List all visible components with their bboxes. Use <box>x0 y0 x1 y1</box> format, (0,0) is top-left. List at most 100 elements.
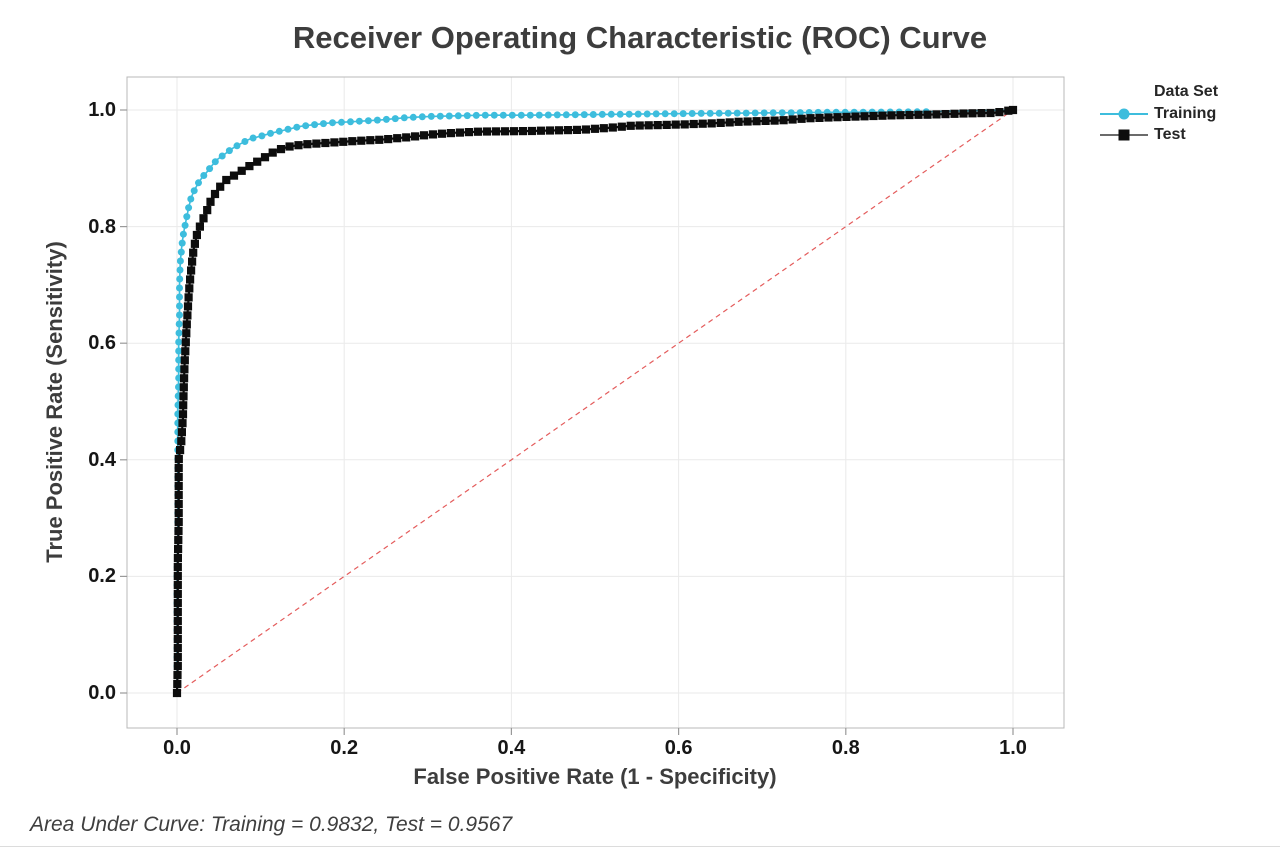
training-data-marker[interactable] <box>454 112 462 120</box>
test-data-marker[interactable] <box>779 116 788 125</box>
test-data-marker[interactable] <box>905 110 914 120</box>
training-data-marker[interactable] <box>178 239 186 247</box>
training-data-marker[interactable] <box>571 111 579 119</box>
training-data-marker[interactable] <box>589 111 597 118</box>
test-data-marker[interactable] <box>662 120 671 129</box>
test-data-marker[interactable] <box>178 410 188 419</box>
test-data-marker[interactable] <box>833 113 842 122</box>
test-data-marker[interactable] <box>348 137 357 146</box>
test-data-marker[interactable] <box>330 138 339 147</box>
training-data-marker[interactable] <box>670 110 678 118</box>
test-data-marker[interactable] <box>1008 105 1018 115</box>
test-data-marker[interactable] <box>210 189 220 199</box>
training-data-marker[interactable] <box>535 111 543 119</box>
test-data-marker[interactable] <box>179 401 188 410</box>
test-data-marker[interactable] <box>182 320 191 329</box>
test-data-marker[interactable] <box>173 634 182 644</box>
test-data-marker[interactable] <box>173 625 182 635</box>
test-data-marker[interactable] <box>189 248 198 257</box>
test-data-marker[interactable] <box>173 553 182 563</box>
test-data-marker[interactable] <box>680 120 689 129</box>
training-data-marker[interactable] <box>177 248 185 256</box>
test-data-marker[interactable] <box>977 109 986 118</box>
test-data-marker[interactable] <box>180 356 189 365</box>
training-data-marker[interactable] <box>706 109 714 117</box>
test-data-marker[interactable] <box>968 109 977 118</box>
test-data-marker[interactable] <box>842 112 851 121</box>
test-data-marker[interactable] <box>188 257 197 266</box>
test-data-marker[interactable] <box>185 284 194 293</box>
test-data-marker[interactable] <box>734 117 743 126</box>
training-data-marker[interactable] <box>436 112 444 120</box>
test-data-marker[interactable] <box>626 121 635 130</box>
test-data-marker[interactable] <box>186 275 195 284</box>
test-data-marker[interactable] <box>824 113 833 122</box>
training-data-marker[interactable] <box>409 113 417 121</box>
test-data-marker[interactable] <box>689 119 698 129</box>
test-data-marker[interactable] <box>491 127 500 136</box>
training-data-marker[interactable] <box>679 110 687 118</box>
test-data-marker[interactable] <box>419 131 429 140</box>
test-data-marker[interactable] <box>176 446 185 455</box>
training-data-marker[interactable] <box>580 111 588 119</box>
test-data-marker[interactable] <box>932 110 941 119</box>
test-data-marker[interactable] <box>527 126 536 136</box>
training-data-marker[interactable] <box>652 110 660 118</box>
test-data-marker[interactable] <box>411 132 420 141</box>
training-data-marker[interactable] <box>225 147 233 155</box>
training-data-marker[interactable] <box>233 142 241 150</box>
test-data-marker[interactable] <box>174 508 183 518</box>
training-data-marker[interactable] <box>195 179 202 187</box>
test-data-marker[interactable] <box>393 134 402 143</box>
test-data-marker[interactable] <box>222 175 231 185</box>
training-data-marker[interactable] <box>616 110 624 118</box>
training-data-marker[interactable] <box>697 109 705 117</box>
test-data-marker[interactable] <box>174 535 183 545</box>
test-data-marker[interactable] <box>245 162 254 171</box>
training-data-marker[interactable] <box>427 112 435 120</box>
test-data-marker[interactable] <box>182 329 191 338</box>
test-data-marker[interactable] <box>464 128 473 137</box>
training-data-marker[interactable] <box>175 320 183 328</box>
test-data-marker[interactable] <box>216 182 225 191</box>
series-test[interactable] <box>172 105 1018 698</box>
training-data-marker[interactable] <box>355 117 363 125</box>
training-data-marker[interactable] <box>796 109 804 117</box>
test-data-marker[interactable] <box>173 598 182 608</box>
training-data-marker[interactable] <box>302 122 310 130</box>
test-data-marker[interactable] <box>173 589 182 599</box>
test-data-marker[interactable] <box>173 580 182 590</box>
training-data-marker[interactable] <box>643 110 651 118</box>
training-data-marker[interactable] <box>183 213 191 221</box>
training-data-marker[interactable] <box>190 187 198 195</box>
test-data-marker[interactable] <box>229 171 239 180</box>
training-data-marker[interactable] <box>176 275 184 283</box>
test-data-marker[interactable] <box>173 679 182 689</box>
test-data-marker[interactable] <box>321 138 330 148</box>
training-data-marker[interactable] <box>391 115 399 123</box>
test-data-marker[interactable] <box>428 130 438 139</box>
training-data-marker[interactable] <box>179 230 187 238</box>
test-data-marker[interactable] <box>177 437 186 446</box>
test-data-marker[interactable] <box>950 109 959 118</box>
training-data-marker[interactable] <box>418 113 426 121</box>
test-data-marker[interactable] <box>173 643 182 653</box>
training-data-marker[interactable] <box>760 109 768 117</box>
training-data-marker[interactable] <box>284 125 292 133</box>
test-data-marker[interactable] <box>671 120 680 129</box>
test-data-marker[interactable] <box>402 133 411 142</box>
training-data-marker[interactable] <box>715 109 723 117</box>
test-data-marker[interactable] <box>195 222 204 231</box>
test-data-marker[interactable] <box>752 117 761 126</box>
test-data-marker[interactable] <box>545 126 554 135</box>
training-data-marker[interactable] <box>778 109 786 117</box>
test-data-marker[interactable] <box>181 347 190 356</box>
training-data-marker[interactable] <box>769 109 777 117</box>
test-data-marker[interactable] <box>172 688 182 698</box>
training-data-marker[interactable] <box>517 111 525 119</box>
training-data-marker[interactable] <box>481 111 489 119</box>
training-data-marker[interactable] <box>724 109 732 117</box>
training-data-marker[interactable] <box>258 132 266 140</box>
test-data-marker[interactable] <box>199 214 208 223</box>
test-data-marker[interactable] <box>174 544 183 554</box>
